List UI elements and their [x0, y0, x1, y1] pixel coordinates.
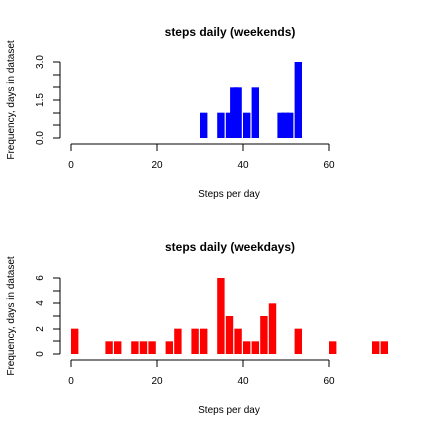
weekends-y-tick-label: 1.5	[35, 93, 46, 107]
weekdays-histogram: steps daily (weekdays) 0 20 40 60 0 2 4	[6, 240, 388, 416]
weekends-x-tick-label: 0	[68, 160, 74, 171]
weekdays-bar	[234, 328, 242, 354]
weekends-y-tick-label: 0.0	[35, 131, 46, 145]
weekdays-bar	[131, 341, 139, 354]
weekdays-bars	[71, 278, 388, 354]
weekdays-bar	[71, 328, 79, 354]
weekends-bars	[200, 62, 302, 138]
weekdays-bar	[114, 341, 122, 354]
weekends-y-axis: 0.0 1.5 3.0	[35, 55, 61, 145]
weekends-y-axis-label: Frequency, days in dataset	[6, 40, 17, 160]
weekends-bar	[217, 112, 225, 138]
weekends-y-tick-label: 3.0	[35, 55, 46, 69]
weekdays-bar	[105, 341, 113, 354]
weekdays-bar	[174, 328, 182, 354]
weekdays-bar	[294, 328, 302, 354]
weekdays-bar	[148, 341, 156, 354]
weekdays-x-tick-label: 40	[237, 376, 249, 387]
weekdays-y-tick-label: 2	[35, 326, 46, 332]
weekends-chart-title: steps daily (weekends)	[165, 25, 296, 39]
weekdays-x-tick-label: 0	[68, 376, 74, 387]
weekdays-bar	[225, 316, 234, 354]
weekends-bar	[286, 112, 294, 138]
weekdays-bar	[217, 278, 225, 354]
weekends-bar	[277, 112, 285, 138]
weekdays-bar	[243, 341, 251, 354]
weekends-bar	[234, 87, 242, 138]
weekdays-y-axis: 0 2 4 6	[35, 275, 61, 357]
weekdays-bar	[165, 341, 173, 354]
weekdays-bar	[268, 303, 277, 354]
weekends-bar	[294, 62, 302, 138]
weekdays-bar	[191, 328, 199, 354]
weekdays-x-axis: 0 20 40 60	[68, 359, 335, 387]
weekdays-y-tick-label: 0	[35, 351, 46, 357]
weekdays-bar	[380, 341, 388, 354]
weekends-x-axis-label: Steps per day	[198, 189, 260, 200]
weekdays-bar	[139, 341, 148, 354]
weekends-x-tick-label: 60	[323, 160, 335, 171]
weekdays-y-tick-label: 6	[35, 275, 46, 281]
weekdays-x-axis-label: Steps per day	[198, 405, 260, 416]
weekends-bar	[225, 112, 234, 138]
weekdays-x-tick-label: 60	[323, 376, 335, 387]
weekdays-y-axis-label: Frequency, days in dataset	[6, 256, 17, 376]
weekends-bar	[200, 112, 208, 138]
weekdays-bar	[372, 341, 380, 354]
weekends-x-tick-label: 20	[151, 160, 163, 171]
weekdays-bar	[329, 341, 337, 354]
weekdays-bar	[200, 328, 208, 354]
weekdays-y-tick-label: 4	[35, 300, 46, 306]
weekdays-bar	[260, 316, 268, 354]
weekdays-chart-title: steps daily (weekdays)	[165, 240, 295, 254]
weekdays-bar	[251, 341, 259, 354]
weekends-bar	[243, 112, 251, 138]
weekends-bar	[251, 87, 259, 138]
weekends-x-axis: 0 20 40 60	[68, 143, 335, 171]
weekends-x-tick-label: 40	[237, 160, 249, 171]
weekdays-x-tick-label: 20	[151, 376, 163, 387]
weekends-bar	[281, 112, 290, 138]
weekends-histogram: steps daily (weekends) 0 20 40 60 0.0 1.…	[6, 25, 335, 200]
weekends-bar	[230, 87, 238, 138]
